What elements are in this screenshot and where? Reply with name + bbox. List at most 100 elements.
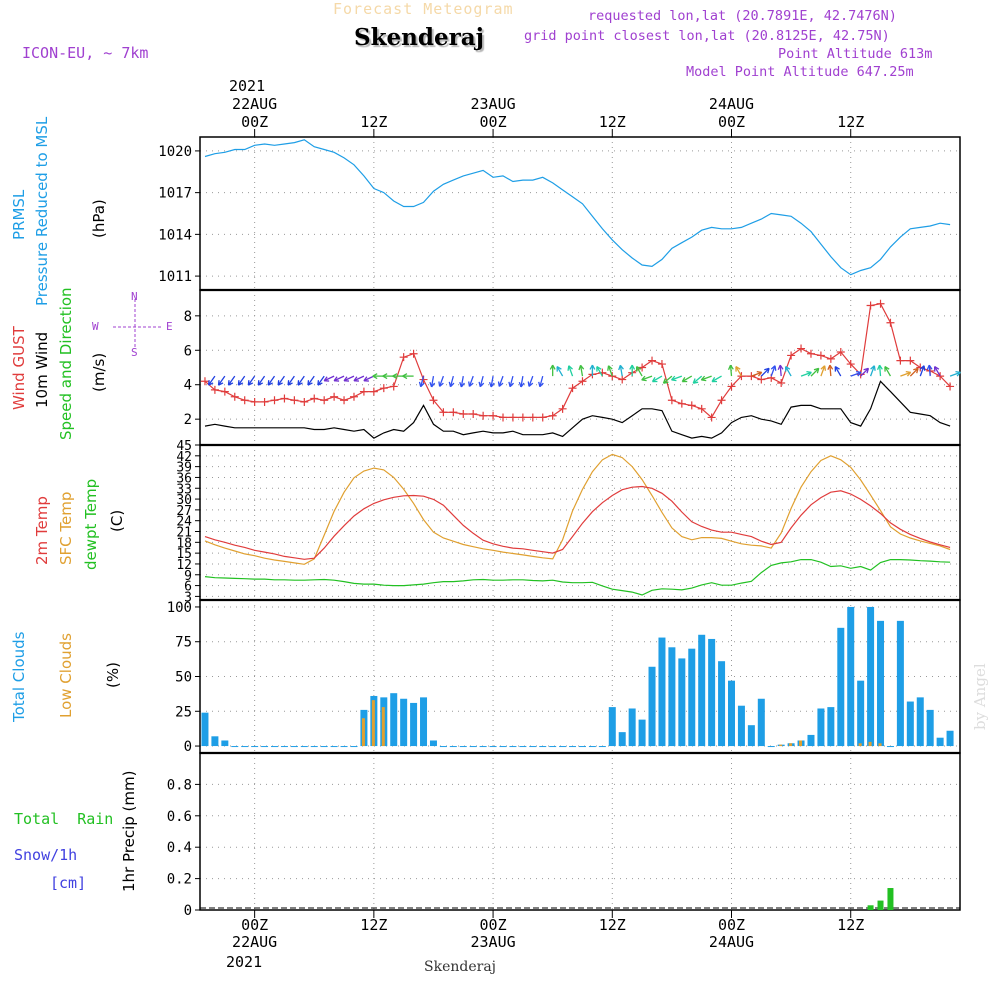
compass-cross (113, 299, 163, 348)
wind-direction-arrow (488, 375, 495, 388)
wind-direction-arrow (497, 375, 504, 387)
arrow-head (607, 365, 613, 371)
pressure-unit: (hPa) (90, 199, 108, 238)
total-cloud-bar (698, 634, 706, 747)
arrow-head (955, 370, 961, 377)
top-date-label: 23AUG (470, 95, 515, 113)
y-tick-label: 6 (184, 343, 192, 359)
y-tick-label: 39 (176, 461, 192, 476)
wind-direction-arrow (926, 364, 933, 377)
arrow-shaft (439, 375, 445, 387)
y-tick-label: 30 (176, 493, 192, 508)
arrow-head (527, 381, 534, 387)
total-cloud-bar (857, 680, 865, 747)
y-tick-label: 1020 (158, 144, 192, 160)
wind-direction-arrow (343, 375, 355, 382)
total-cloud-bar (896, 620, 904, 747)
sfc-temp-line (204, 453, 951, 565)
wind-direction-arrow (429, 375, 436, 388)
arrow-head (567, 365, 573, 371)
wind-direction-arrow (909, 367, 919, 377)
arrow-head (813, 367, 820, 374)
arrow-shaft (247, 375, 256, 386)
arrow-shaft (641, 375, 653, 381)
total-cloud-bar (221, 740, 229, 747)
total-cloud-bar (718, 661, 726, 747)
wind-direction-arrow (777, 364, 784, 377)
total-cloud-bar (280, 746, 288, 748)
low-cloud-bar (799, 740, 803, 747)
bottom-time-label: 00Z (718, 916, 745, 934)
arrow-shaft (810, 367, 820, 377)
top-time-label: 00Z (241, 113, 268, 131)
total-cloud-bar (877, 620, 885, 747)
panel-frame (199, 136, 961, 291)
gust-marker (886, 318, 895, 327)
total-cloud-bar (708, 638, 716, 747)
gust-marker (310, 394, 319, 403)
arrow-head (926, 364, 933, 370)
total-cloud-bar (658, 637, 666, 747)
wind-direction-arrow (556, 366, 564, 377)
top-time-label: 12Z (837, 113, 864, 131)
arrow-shaft (343, 375, 355, 382)
gust-marker (707, 413, 716, 422)
y-tick-label: 24 (176, 515, 192, 530)
gust-marker (439, 408, 448, 417)
total-cloud-bar (569, 746, 577, 748)
bottom-time-label: 12Z (360, 916, 387, 934)
arrow-head (863, 367, 870, 374)
wind-direction-arrow (884, 366, 892, 377)
gust-marker (896, 356, 905, 365)
gust-marker (320, 396, 329, 405)
y-tick-label: 75 (175, 635, 192, 651)
gust-marker (200, 377, 209, 386)
arrow-head (596, 366, 602, 372)
arrow-shaft (878, 365, 882, 377)
gust-marker (558, 404, 567, 413)
bottom-time-label: 00Z (480, 916, 507, 934)
arrow-shaft (317, 375, 325, 386)
arrow-shaft (919, 365, 925, 377)
gust-marker (797, 344, 806, 353)
gust-marker (459, 410, 468, 418)
wind-direction-arrow (727, 364, 734, 377)
arrow-head (257, 380, 264, 386)
gust-marker (667, 396, 676, 405)
gust-marker (449, 408, 458, 417)
arrow-head (777, 364, 784, 370)
compass-e: E (166, 320, 173, 333)
low-cloud-bar (381, 707, 385, 747)
arrow-head (919, 365, 926, 371)
arrow-head (518, 381, 525, 388)
panel-2-grid (195, 444, 960, 600)
chart-subtitle: Forecast Meteogram (333, 0, 514, 18)
total-cloud-bar (390, 693, 398, 747)
arrow-head (448, 381, 455, 388)
gust-marker (826, 354, 835, 363)
y-tick-label: 8 (184, 309, 192, 325)
wind-direction-arrow (363, 375, 375, 382)
low-cloud-bar (361, 718, 365, 747)
gust-marker (429, 396, 438, 405)
low-cloud-bar (858, 743, 862, 747)
arrow-head (662, 378, 669, 384)
y-tick-label: 0 (184, 739, 192, 755)
arrow-head (323, 376, 330, 382)
total-cloud-bar (529, 746, 537, 748)
gust-marker (648, 356, 657, 365)
total-cloud-bar (400, 698, 408, 747)
arrow-shaft (829, 365, 832, 377)
gust-marker (379, 384, 388, 393)
wind-direction-arrow (287, 375, 295, 386)
gust-marker (528, 413, 537, 422)
arrow-shaft (770, 365, 776, 377)
total-cloud-bar (847, 606, 855, 747)
wind-speed-line (204, 380, 951, 439)
year-bottom: 2021 (226, 953, 263, 971)
arrow-shaft (227, 375, 236, 386)
top-time-label: 00Z (718, 113, 745, 131)
y-tick-label: 27 (176, 504, 192, 519)
arrow-shaft (208, 375, 216, 386)
